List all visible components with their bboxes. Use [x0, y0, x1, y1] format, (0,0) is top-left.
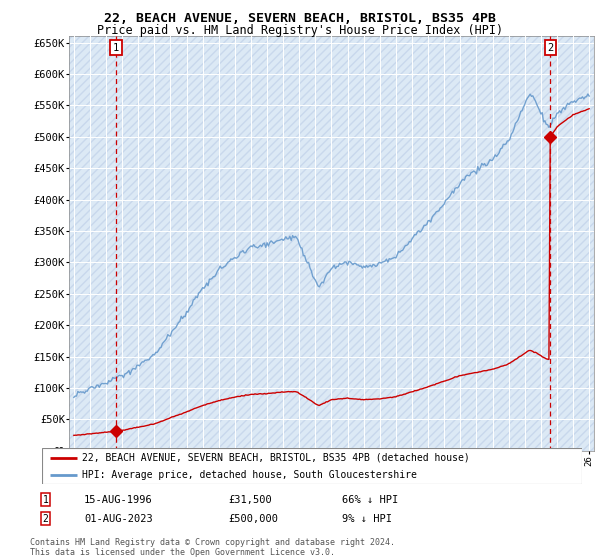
Text: 22, BEACH AVENUE, SEVERN BEACH, BRISTOL, BS35 4PB: 22, BEACH AVENUE, SEVERN BEACH, BRISTOL,… — [104, 12, 496, 25]
Text: 1: 1 — [113, 43, 119, 53]
Text: Price paid vs. HM Land Registry's House Price Index (HPI): Price paid vs. HM Land Registry's House … — [97, 24, 503, 36]
Text: 22, BEACH AVENUE, SEVERN BEACH, BRISTOL, BS35 4PB (detached house): 22, BEACH AVENUE, SEVERN BEACH, BRISTOL,… — [83, 453, 470, 463]
Text: 66% ↓ HPI: 66% ↓ HPI — [342, 494, 398, 505]
Text: Contains HM Land Registry data © Crown copyright and database right 2024.
This d: Contains HM Land Registry data © Crown c… — [30, 538, 395, 557]
Text: 1: 1 — [43, 494, 49, 505]
Text: HPI: Average price, detached house, South Gloucestershire: HPI: Average price, detached house, Sout… — [83, 470, 418, 479]
Text: £500,000: £500,000 — [228, 514, 278, 524]
Text: 2: 2 — [43, 514, 49, 524]
Text: £31,500: £31,500 — [228, 494, 272, 505]
Text: 9% ↓ HPI: 9% ↓ HPI — [342, 514, 392, 524]
Text: 15-AUG-1996: 15-AUG-1996 — [84, 494, 153, 505]
Bar — [69, 36, 594, 451]
Text: 2: 2 — [547, 43, 553, 53]
FancyBboxPatch shape — [42, 448, 582, 484]
Text: 01-AUG-2023: 01-AUG-2023 — [84, 514, 153, 524]
